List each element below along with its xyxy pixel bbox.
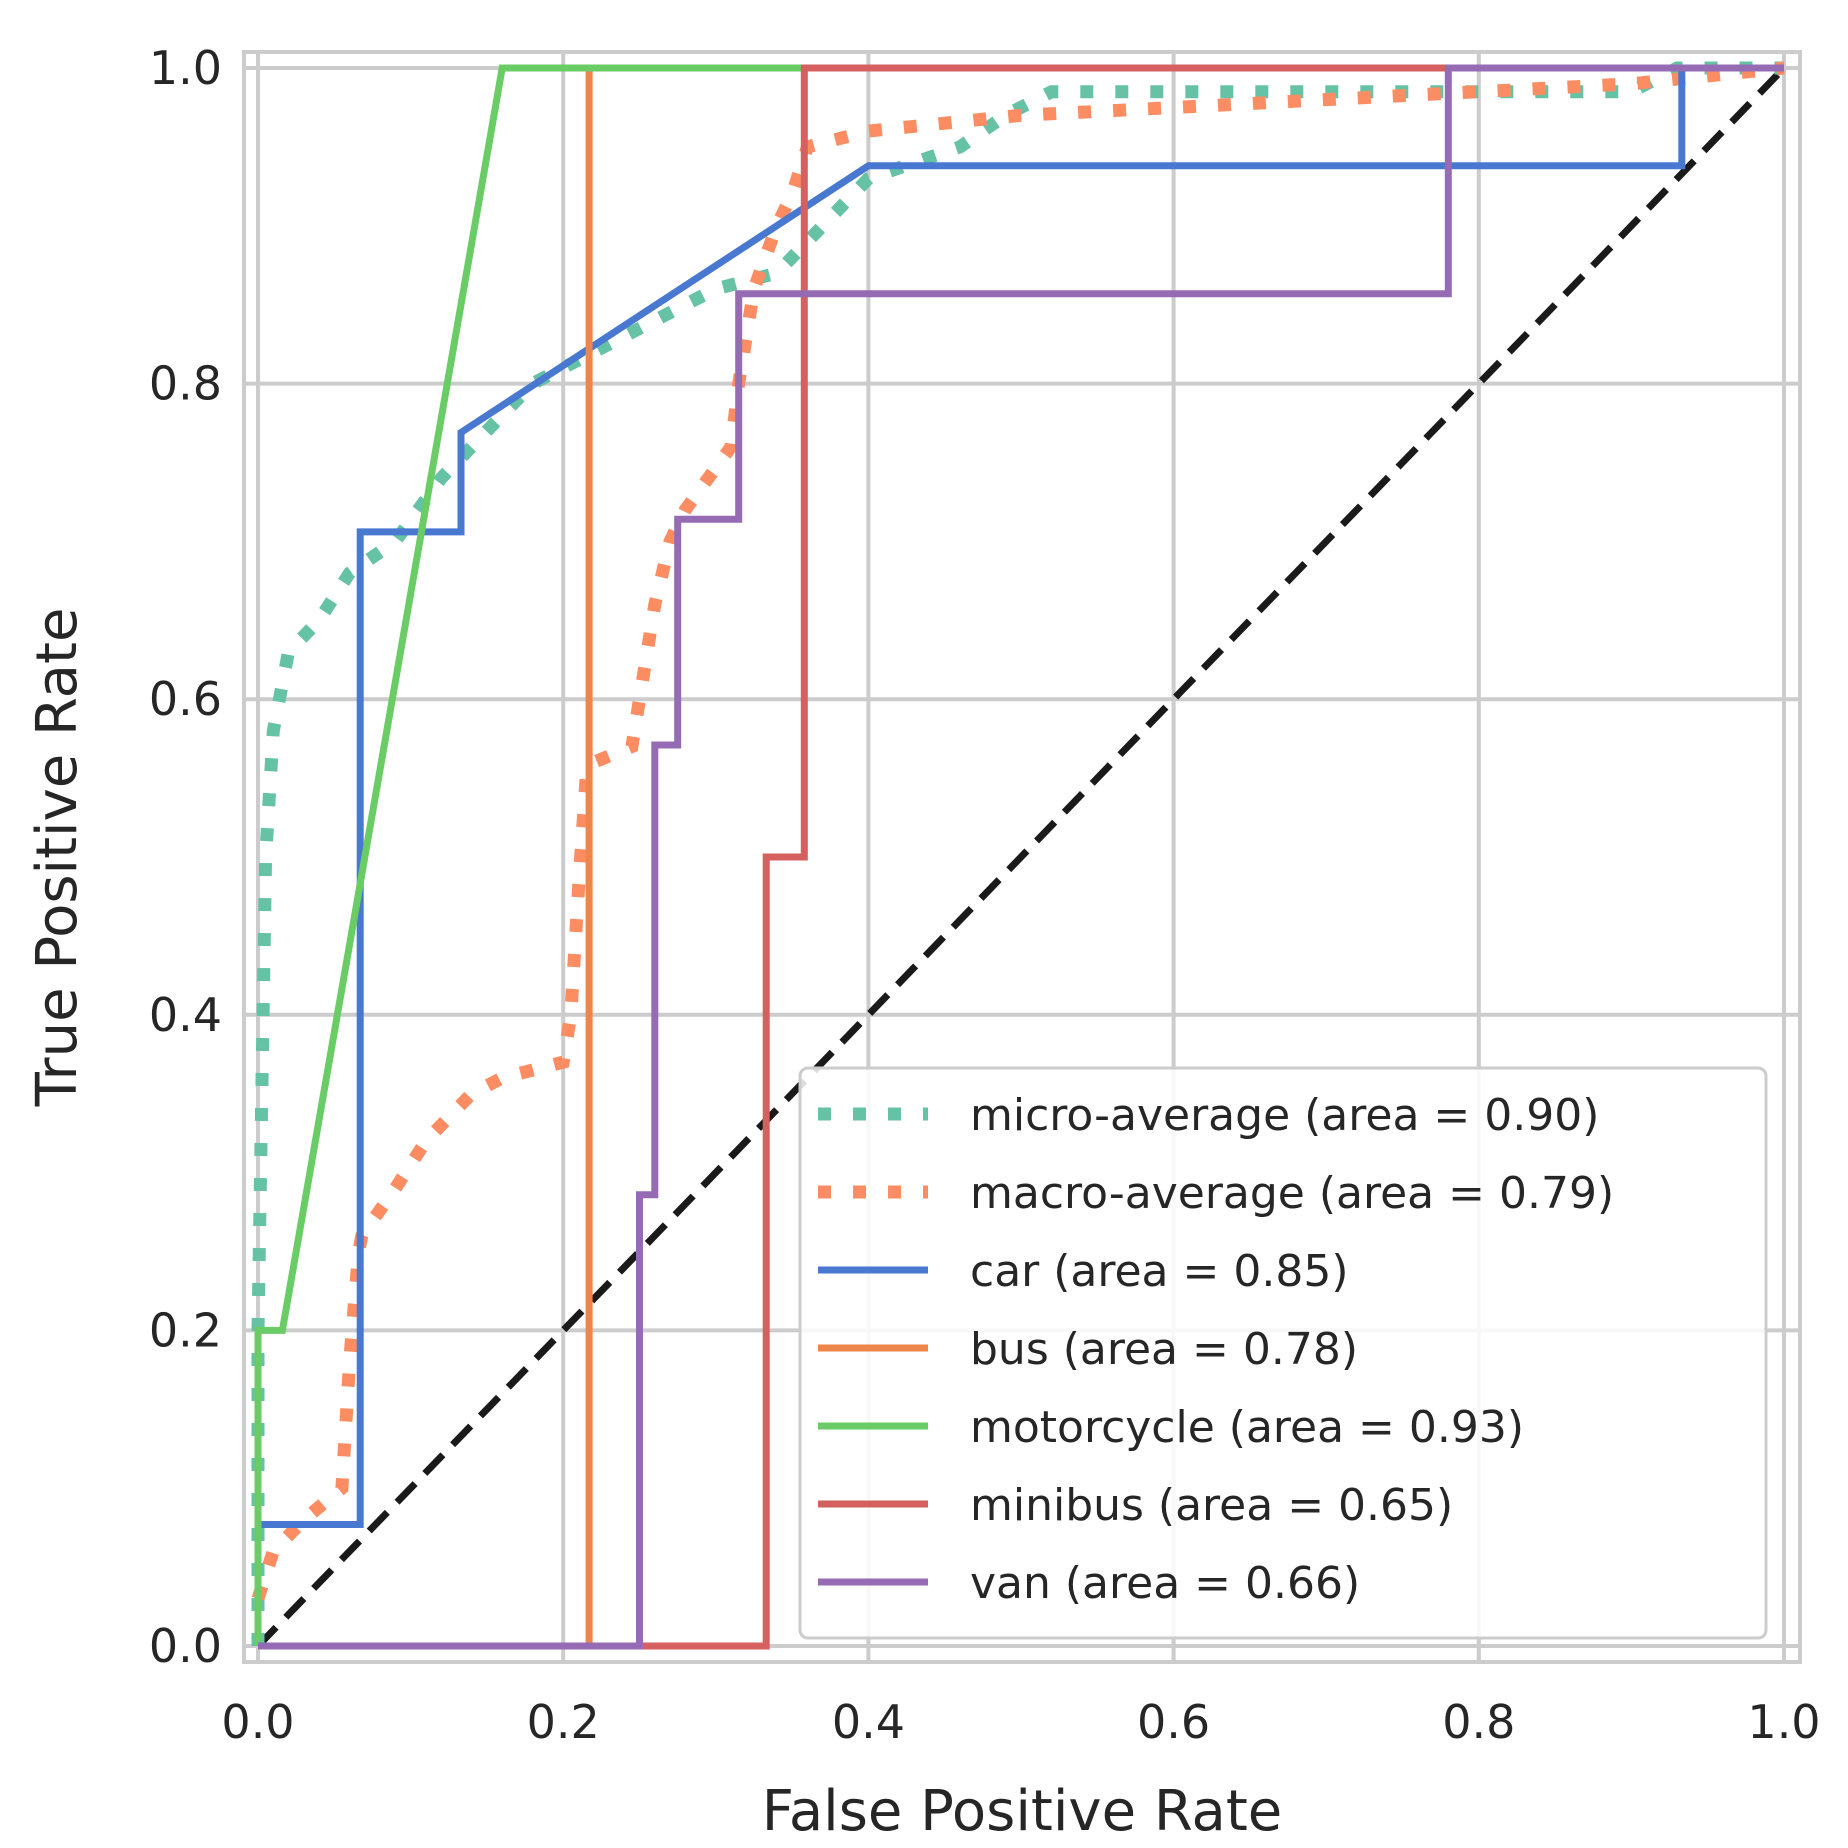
legend-label-4: bus (area = 0.78) [970, 1324, 1358, 1375]
legend-box [798, 1066, 1768, 1640]
legend-label-3: car (area = 0.85) [970, 1246, 1349, 1297]
legend-label-6: minibus (area = 0.65) [970, 1480, 1453, 1531]
legend-label-1: micro-average (area = 0.90) [970, 1090, 1599, 1141]
y-axis-label: True Positive Rate [25, 608, 90, 1108]
series-line-6 [258, 64, 1784, 1650]
tick-labels: 0.0 0.2 0.4 0.6 0.8 1.0 0.0 0.2 0.4 0.6 0.8 1.0 [149, 41, 1821, 1749]
legend: micro-average (area = 0.90) macro-average… [798, 1066, 1768, 1640]
x-tick-label: 1.0 [1747, 1695, 1820, 1749]
y-tick-label: 0.2 [149, 1303, 222, 1357]
y-tick-label: 0.8 [149, 357, 222, 411]
x-tick-label: 0.8 [1442, 1695, 1515, 1749]
legend-label-5: motorcycle (area = 0.93) [970, 1402, 1524, 1453]
x-tick-label: 0.0 [221, 1695, 294, 1749]
x-tick-label: 0.2 [527, 1695, 600, 1749]
y-tick-label: 1.0 [149, 41, 222, 95]
legend-label-2: macro-average (area = 0.79) [970, 1168, 1614, 1219]
y-tick-label: 0.0 [149, 1619, 222, 1673]
y-tick-label: 0.4 [149, 988, 222, 1042]
x-axis-label: False Positive Rate [762, 1779, 1282, 1844]
reference-diagonal [255, 65, 1787, 1649]
series-layer [251, 61, 1785, 1650]
x-tick-label: 0.6 [1137, 1695, 1210, 1749]
y-tick-label: 0.6 [149, 672, 222, 726]
series-line-3 [254, 64, 1784, 1646]
reference-line-layer [255, 65, 1787, 1649]
legend-label-7: van (area = 0.66) [970, 1558, 1360, 1609]
x-tick-label: 0.4 [832, 1695, 905, 1749]
series-line-7 [258, 64, 1784, 1650]
